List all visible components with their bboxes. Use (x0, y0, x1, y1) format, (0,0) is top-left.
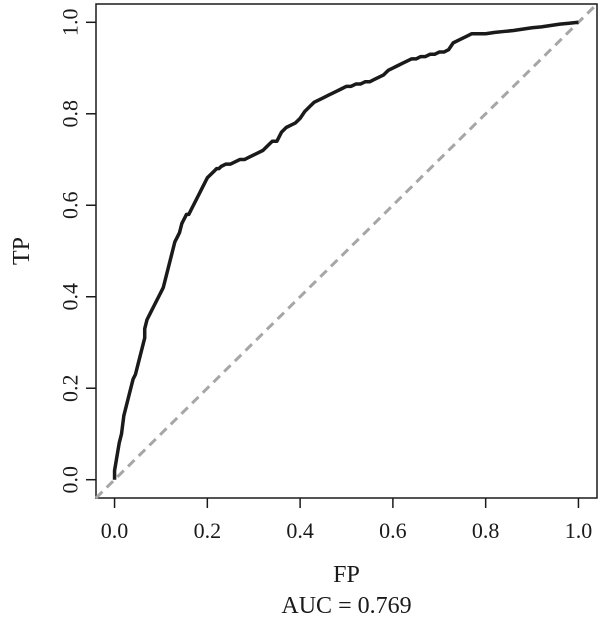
y-axis-title: TP (9, 237, 35, 265)
y-tick-label: 0.2 (58, 374, 83, 402)
x-tick-label: 0.6 (379, 518, 407, 543)
y-tick-label: 0.0 (58, 466, 83, 494)
x-tick-label: 0.0 (101, 518, 129, 543)
reference-diagonal-line (94, 2, 599, 500)
x-tick-label: 1.0 (565, 518, 593, 543)
y-tick-label: 0.6 (58, 192, 83, 220)
y-tick-label: 0.8 (58, 100, 83, 128)
roc-curve-line (112, 20, 579, 480)
plot-area-frame (95, 3, 598, 499)
x-tick-label: 0.4 (286, 518, 314, 543)
x-tick-label: 0.8 (472, 518, 500, 543)
x-axis-title: FP (333, 562, 360, 588)
x-axis-ticks: 0.0 0.2 0.4 0.6 0.8 1.0 (101, 498, 592, 543)
x-tick-label: 0.2 (194, 518, 222, 543)
y-axis-ticks: 0.0 0.2 0.4 0.6 0.8 1.0 (58, 9, 96, 494)
y-tick-label: 1.0 (58, 9, 83, 36)
y-tick-label: 0.4 (58, 283, 83, 311)
auc-annotation: AUC = 0.769 (281, 593, 411, 619)
